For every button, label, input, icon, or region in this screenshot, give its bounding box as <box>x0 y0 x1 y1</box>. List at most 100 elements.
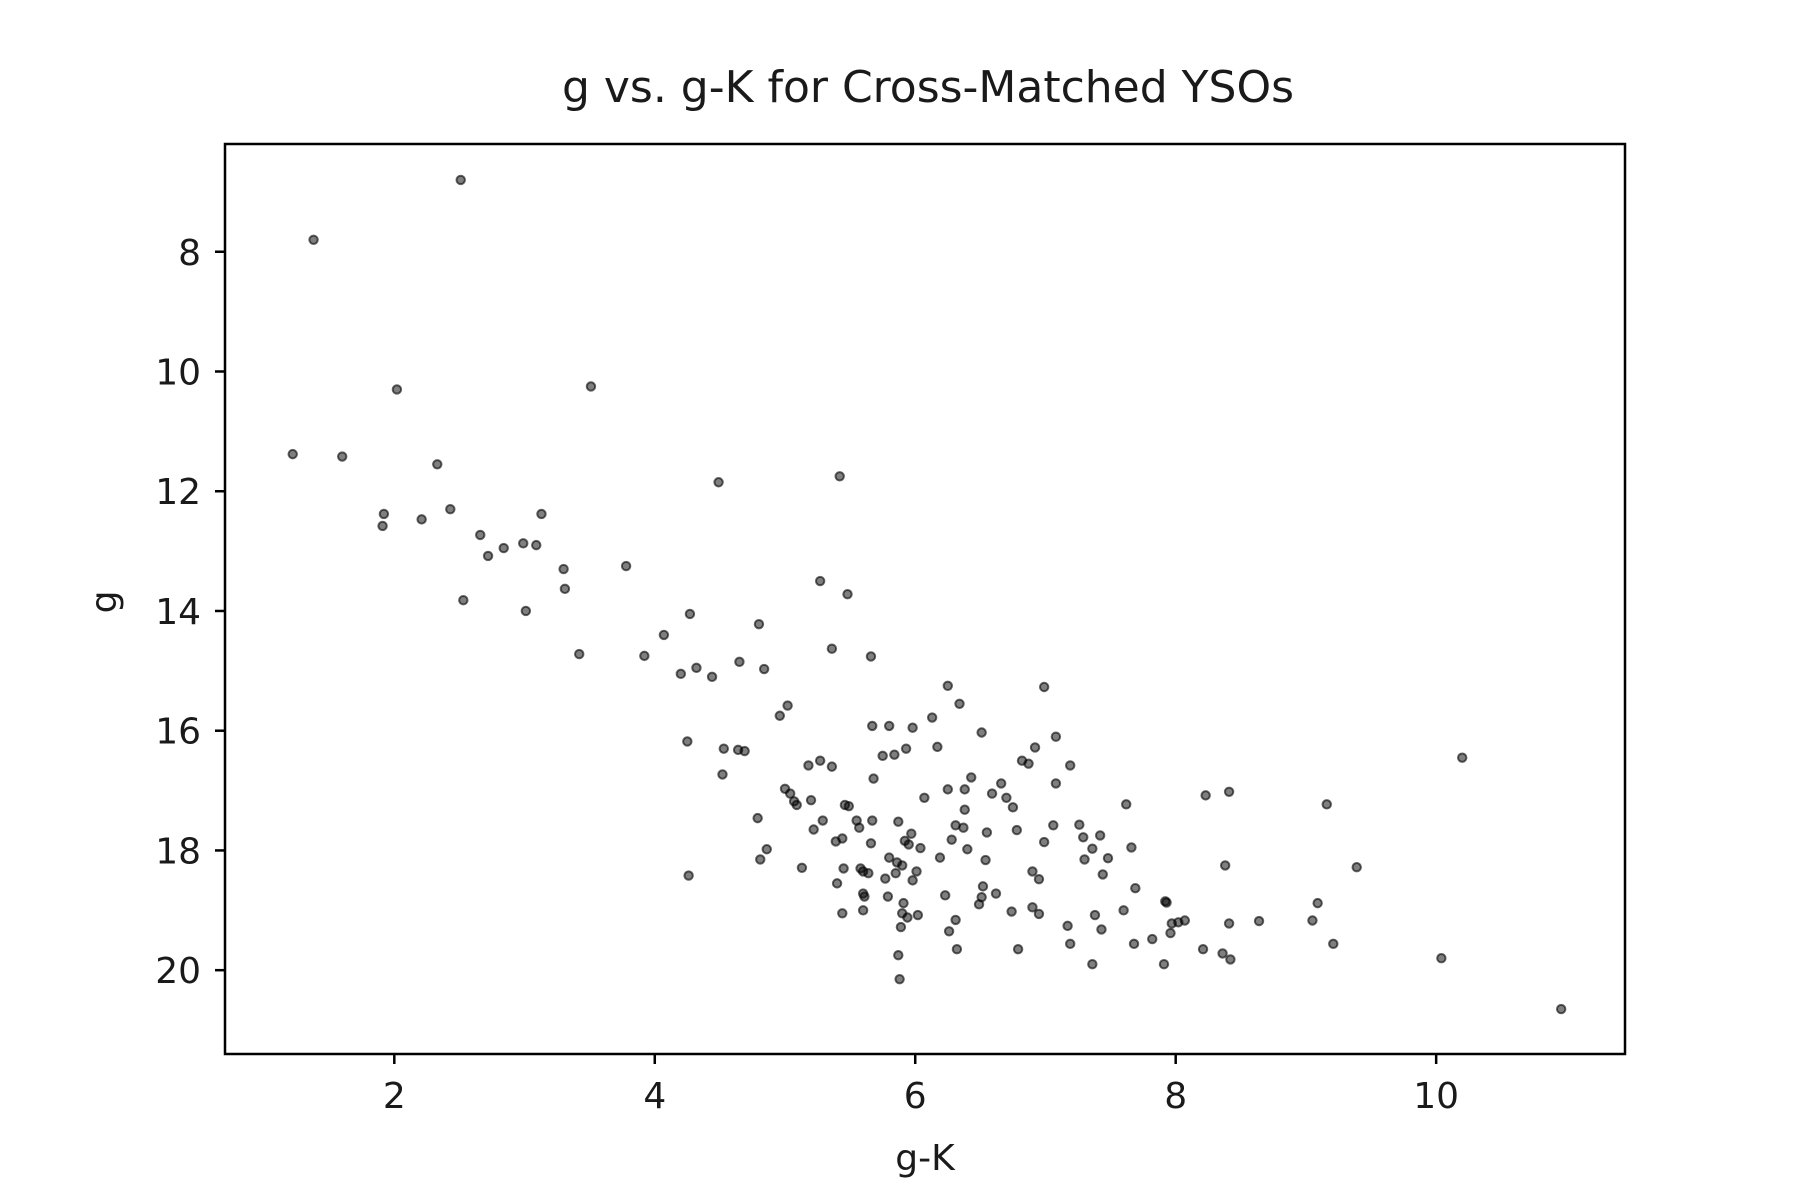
scatter-point <box>758 663 770 675</box>
scatter-point <box>814 575 826 587</box>
scatter-point <box>287 448 298 460</box>
x-tick-label: 8 <box>1164 1076 1187 1117</box>
scatter-point <box>1074 819 1085 830</box>
scatter-point <box>1321 799 1332 810</box>
scatter-point <box>755 854 766 865</box>
scatter-point <box>458 594 469 606</box>
scatter-point <box>831 878 843 889</box>
scatter-point <box>951 944 963 955</box>
scatter-point <box>1001 792 1012 803</box>
scatter-point <box>1200 790 1211 801</box>
scatter-point <box>950 914 961 926</box>
scatter-point <box>959 784 970 795</box>
scatter-point <box>1048 820 1059 831</box>
scatter-point <box>1130 882 1141 894</box>
scatter-point <box>585 381 597 392</box>
scatter-point <box>1121 799 1132 810</box>
scatter-point <box>684 608 696 620</box>
scatter-point <box>865 838 877 849</box>
scatter-point <box>734 656 745 668</box>
scatter-point <box>842 589 853 600</box>
scatter-point <box>911 866 922 877</box>
scatter-point <box>682 736 693 747</box>
scatter-point <box>391 384 403 395</box>
scatter-point <box>803 760 814 771</box>
scatter-point <box>691 662 702 674</box>
scatter-point <box>900 743 912 754</box>
scatter-point <box>843 800 855 812</box>
scatter-point <box>1165 927 1176 939</box>
scatter-point <box>1102 853 1114 864</box>
x-tick-label: 4 <box>643 1076 666 1117</box>
scatter-point <box>455 174 466 186</box>
scatter-point <box>1457 752 1468 763</box>
scatter-point <box>1096 924 1107 935</box>
scatter-point <box>867 720 878 732</box>
scatter-point <box>1050 778 1062 789</box>
scatter-point <box>1225 954 1236 965</box>
scatter-point <box>895 921 907 933</box>
scatter-point <box>675 668 687 680</box>
scatter-point <box>1219 860 1231 871</box>
scatter-point <box>1147 933 1158 945</box>
scatter-point <box>1128 938 1140 950</box>
scatter-point <box>1312 897 1323 909</box>
scatter-point <box>718 743 729 754</box>
scatter-point <box>882 891 894 902</box>
scatter-point <box>902 912 913 923</box>
plot-area-frame <box>223 142 1627 1056</box>
scatter-point <box>907 722 918 733</box>
scatter-point <box>498 542 509 554</box>
scatter-point <box>883 720 895 732</box>
y-tick-label: 8 <box>178 233 201 274</box>
scatter-point <box>1065 938 1076 950</box>
scatter-point <box>837 833 848 844</box>
scatter-point <box>907 875 918 886</box>
scatter-point <box>520 605 532 617</box>
scatter-point <box>1089 909 1101 921</box>
scatter-point <box>1011 824 1023 836</box>
scatter-point <box>977 881 989 892</box>
scatter-point <box>838 863 849 874</box>
scatter-point <box>934 852 946 863</box>
x-tick-label: 2 <box>383 1076 406 1117</box>
scatter-point <box>683 870 694 881</box>
scatter-point <box>1094 830 1106 841</box>
scatter-point <box>753 618 765 630</box>
y-tick-label: 10 <box>155 353 201 394</box>
scatter-point <box>814 755 826 766</box>
scatter-point <box>536 508 547 520</box>
scatter-point <box>1555 1003 1567 1015</box>
scatter-point <box>1012 944 1024 955</box>
scatter-point <box>308 234 319 245</box>
scatter-point <box>946 834 957 845</box>
scatter-point <box>808 824 819 835</box>
scatter-point <box>893 816 904 827</box>
scatter-point <box>774 710 785 721</box>
scatter-point <box>1087 843 1098 854</box>
scatter-point <box>995 778 1007 789</box>
scatter-point <box>837 908 848 919</box>
scatter-point <box>574 648 585 660</box>
scatter-point <box>717 769 728 780</box>
scatter-point <box>1027 866 1038 877</box>
scatter-point <box>880 873 891 884</box>
scatter-point <box>1436 953 1447 964</box>
chart-title: g vs. g-K for Cross-Matched YSOs <box>562 62 1294 113</box>
y-ticks: 8 10 12 14 16 18 20 <box>155 233 225 992</box>
y-axis-label: g <box>84 591 125 614</box>
scatter-point <box>378 508 390 520</box>
scatter-point <box>1126 842 1137 853</box>
scatter-point <box>959 804 970 815</box>
x-ticks: 2 4 6 8 10 <box>383 1054 1459 1117</box>
scatter-point <box>915 842 926 854</box>
scatter-point <box>1179 915 1191 926</box>
scatter-point <box>834 471 845 482</box>
scatter-point <box>1097 869 1108 880</box>
scatter-point <box>620 560 632 572</box>
scatter-point <box>1217 948 1228 959</box>
scatter-point <box>713 477 724 488</box>
scatter-point <box>943 926 955 937</box>
scatter-point <box>932 741 943 753</box>
scatter-point <box>531 539 542 551</box>
